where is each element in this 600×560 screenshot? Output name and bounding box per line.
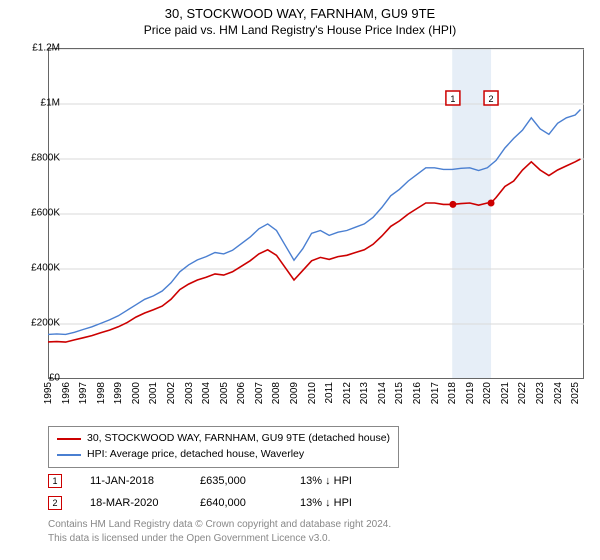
legend-box: 30, STOCKWOOD WAY, FARNHAM, GU9 9TE (det… [48, 426, 399, 468]
x-tick-label: 2020 [482, 382, 493, 404]
y-tick-label: £1M [14, 98, 60, 109]
x-tick-label: 1995 [43, 382, 54, 404]
x-tick-label: 2012 [342, 382, 353, 404]
x-tick-label: 2006 [236, 382, 247, 404]
x-tick-label: 2016 [412, 382, 423, 404]
x-tick-label: 2010 [307, 382, 318, 404]
x-tick-label: 2017 [430, 382, 441, 404]
transaction-delta-1: 13% ↓ HPI [300, 475, 400, 487]
legend-label-hpi: HPI: Average price, detached house, Wave… [87, 447, 304, 463]
legend-item-property: 30, STOCKWOOD WAY, FARNHAM, GU9 9TE (det… [57, 431, 390, 447]
x-tick-label: 2013 [359, 382, 370, 404]
x-tick-label: 2002 [166, 382, 177, 404]
x-tick-label: 2022 [517, 382, 528, 404]
plot-svg: 12 [48, 49, 584, 379]
transaction-price-2: £640,000 [200, 497, 300, 509]
transaction-badge-2: 2 [48, 496, 62, 510]
x-tick-label: 2015 [394, 382, 405, 404]
transaction-row-2: 2 18-MAR-2020 £640,000 13% ↓ HPI [48, 492, 400, 514]
legend-label-property: 30, STOCKWOOD WAY, FARNHAM, GU9 9TE (det… [87, 431, 390, 447]
x-tick-label: 2007 [254, 382, 265, 404]
legend-item-hpi: HPI: Average price, detached house, Wave… [57, 447, 390, 463]
x-tick-label: 2005 [219, 382, 230, 404]
chart-subtitle: Price paid vs. HM Land Registry's House … [0, 21, 600, 37]
transaction-price-1: £635,000 [200, 475, 300, 487]
x-tick-label: 2019 [465, 382, 476, 404]
x-tick-label: 2011 [324, 382, 335, 404]
x-tick-label: 2008 [271, 382, 282, 404]
x-tick-label: 1998 [96, 382, 107, 404]
y-tick-label: £400K [14, 263, 60, 274]
y-tick-label: £200K [14, 318, 60, 329]
footer-line-2: This data is licensed under the Open Gov… [48, 532, 391, 546]
y-tick-label: £1.2M [14, 43, 60, 54]
svg-text:1: 1 [450, 94, 455, 104]
transaction-badge-1: 1 [48, 474, 62, 488]
legend-swatch-hpi [57, 454, 81, 456]
x-tick-label: 1999 [113, 382, 124, 404]
x-tick-label: 2024 [553, 382, 564, 404]
x-tick-label: 2023 [535, 382, 546, 404]
x-tick-label: 2003 [184, 382, 195, 404]
transaction-row-1: 1 11-JAN-2018 £635,000 13% ↓ HPI [48, 470, 400, 492]
footer-line-1: Contains HM Land Registry data © Crown c… [48, 518, 391, 532]
x-tick-label: 2009 [289, 382, 300, 404]
chart-container: 30, STOCKWOOD WAY, FARNHAM, GU9 9TE Pric… [0, 0, 600, 560]
svg-text:2: 2 [489, 94, 494, 104]
plot-area: 12 [48, 48, 584, 378]
x-tick-label: 2004 [201, 382, 212, 404]
transaction-delta-2: 13% ↓ HPI [300, 497, 400, 509]
footer-attribution: Contains HM Land Registry data © Crown c… [48, 518, 391, 545]
transaction-date-1: 11-JAN-2018 [90, 475, 200, 487]
y-tick-label: £600K [14, 208, 60, 219]
x-tick-label: 1996 [61, 382, 72, 404]
transaction-table: 1 11-JAN-2018 £635,000 13% ↓ HPI 2 18-MA… [48, 470, 400, 514]
x-tick-label: 2018 [447, 382, 458, 404]
chart-title: 30, STOCKWOOD WAY, FARNHAM, GU9 9TE [0, 0, 600, 21]
x-tick-label: 2025 [570, 382, 581, 404]
transaction-date-2: 18-MAR-2020 [90, 497, 200, 509]
x-tick-label: 2000 [131, 382, 142, 404]
x-tick-label: 2001 [148, 382, 159, 404]
x-tick-label: 2021 [500, 382, 511, 404]
x-tick-label: 2014 [377, 382, 388, 404]
y-tick-label: £800K [14, 153, 60, 164]
x-tick-label: 1997 [78, 382, 89, 404]
legend-swatch-property [57, 438, 81, 440]
